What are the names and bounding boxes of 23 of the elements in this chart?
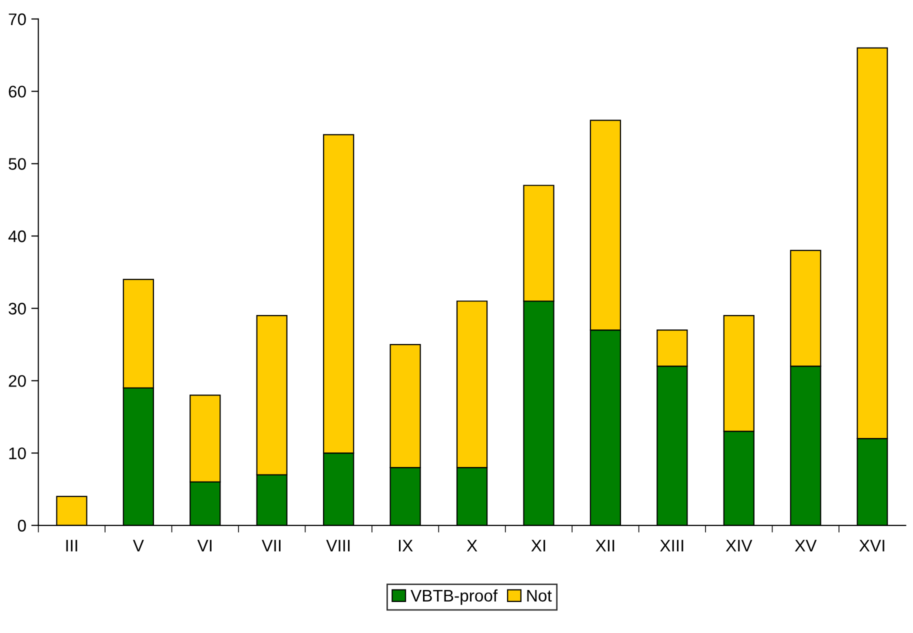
x-tick-label: VIII xyxy=(326,540,350,552)
y-tick-label: 30 xyxy=(8,302,26,315)
x-tick-label: XIV xyxy=(726,540,752,552)
x-tick-label: XVI xyxy=(859,540,884,552)
x-tick-label: IX xyxy=(398,540,413,552)
y-tick-label: 20 xyxy=(8,375,26,387)
y-tick-label: 60 xyxy=(8,86,26,98)
x-tick-label: X xyxy=(466,540,478,552)
legend-label: VBTB-proof xyxy=(410,589,498,605)
x-tick-label: XIII xyxy=(660,540,684,552)
y-tick-label: 0 xyxy=(18,520,26,532)
legend-label: Not xyxy=(527,590,552,602)
x-tick-label: XV xyxy=(794,540,817,552)
x-tick-label: XII xyxy=(596,540,614,552)
x-tick-label: XI xyxy=(531,540,546,552)
x-tick-label: III xyxy=(66,540,78,552)
y-tick-label: 10 xyxy=(9,447,26,460)
y-tick-label: 70 xyxy=(8,13,26,26)
x-tick-label: V xyxy=(132,540,144,552)
x-tick-label: VII xyxy=(262,540,281,552)
y-tick-label: 50 xyxy=(8,158,26,170)
y-tick-label: 40 xyxy=(8,230,26,242)
x-tick-label: VI xyxy=(197,540,212,552)
